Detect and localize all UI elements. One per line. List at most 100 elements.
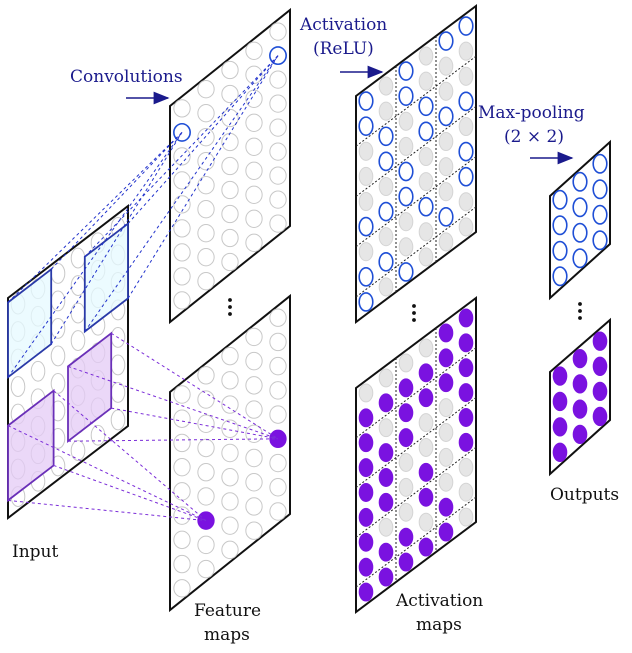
input-plane-neuron <box>50 263 66 284</box>
activation-map-top-neuron <box>378 251 394 272</box>
feature-map-top-neuron <box>221 108 239 128</box>
feature-map-bottom-neuron <box>173 530 191 550</box>
feature-maps-label-line1: Feature <box>194 601 261 621</box>
output-map-bottom-neuron <box>592 406 608 427</box>
feature-map-bottom-neuron <box>269 332 287 352</box>
activation-map-top-neuron <box>358 242 374 262</box>
connections-layer <box>7 55 279 522</box>
activation-maps-label-line1: Activation <box>395 591 483 611</box>
feature-map-top-neuron <box>269 166 287 185</box>
activation-map-bottom-neuron <box>398 453 414 472</box>
activation-map-top-neuron <box>358 91 374 111</box>
output-map-bottom-neuron <box>592 331 608 351</box>
activation-map-bottom-neuron <box>358 458 374 478</box>
output-map-bottom-frame <box>549 317 611 477</box>
activation-map-bottom-neuron <box>438 373 454 393</box>
activation-map-top-neuron <box>438 206 454 227</box>
feature-map-bottom-neuron <box>173 409 191 428</box>
output-map-bottom-neuron <box>552 442 568 462</box>
activation-map-bottom-neuron <box>398 353 414 373</box>
connection-line-blue <box>7 132 183 378</box>
feature-map-bottom-neuron <box>221 443 239 463</box>
activation-map-bottom-neuron <box>458 308 474 328</box>
activation-map-top-neuron <box>418 46 434 66</box>
feature-map-top-neuron <box>197 248 215 267</box>
feature-map-bottom-neuron <box>173 579 191 598</box>
feature-map-top-neuron <box>245 209 263 228</box>
activation-map-bottom-neuron <box>438 348 454 368</box>
activation-map-bottom-neuron <box>358 507 374 527</box>
activation-map-top-grid-h <box>355 55 477 147</box>
connection-line-blue <box>84 55 279 332</box>
input-plane-neuron <box>70 330 86 351</box>
feature-map-bottom-neuron <box>221 492 239 511</box>
activation-map-bottom-neuron <box>398 477 414 497</box>
feature-map-bottom-neuron <box>245 327 263 347</box>
input-plane-neuron <box>50 290 66 312</box>
activation-map-bottom-neuron <box>458 358 474 378</box>
activation-maps-ellipsis-icon-dot <box>412 318 416 322</box>
activation-map-bottom-neuron <box>358 408 374 428</box>
feature-map-top-neuron <box>173 243 191 262</box>
activation-map-bottom-neuron <box>378 492 394 512</box>
feature-map-top-neuron <box>269 22 287 41</box>
activation-map-top-neuron <box>438 131 454 152</box>
feature-map-bottom-neuron <box>221 395 239 414</box>
activation-map-top-neuron <box>458 166 474 187</box>
feature-map-bottom-neuron <box>269 478 287 497</box>
output-map-bottom-neuron <box>572 374 588 394</box>
feature-map-top-neuron <box>269 94 287 113</box>
connection-line-blue <box>7 132 183 303</box>
feature-map-bottom-neuron <box>173 433 191 453</box>
activation-map-top-neuron <box>398 186 414 207</box>
feature-map-top-neuron <box>245 65 263 84</box>
activation-map-top-neuron <box>458 66 474 86</box>
activation-map-bottom-neuron <box>418 438 434 457</box>
output-map-bottom-neuron <box>572 348 588 369</box>
maxpool-label-line1: Max-pooling <box>478 103 585 123</box>
activation-map-top-neuron <box>398 237 414 257</box>
outputs-ellipsis-icon-dot <box>578 316 582 320</box>
activation-map-bottom-neuron <box>438 447 454 467</box>
input-plane-neuron <box>110 354 126 376</box>
output-map-top-frame <box>549 139 611 301</box>
feature-map-bottom-neuron <box>245 376 263 395</box>
feature-map-top-neuron <box>221 180 239 200</box>
connection-line-purple <box>111 407 279 440</box>
activation-map-bottom-frame <box>355 296 477 614</box>
activation-map-top-neuron <box>398 86 414 107</box>
feature-map-bottom-neuron <box>221 419 239 438</box>
activation-map-bottom-neuron <box>418 512 434 532</box>
input-plane-neuron <box>70 440 86 461</box>
feature-maps-label-line2: maps <box>204 625 250 645</box>
output-map-top-neuron <box>572 248 588 269</box>
output-map-bottom-neuron <box>592 356 608 376</box>
activation-map-top-neuron <box>458 41 474 61</box>
connection-line-purple <box>67 365 279 440</box>
activation-map-top-neuron <box>418 247 434 267</box>
feature-map-top-neuron <box>197 104 215 123</box>
activation-map-top-neuron <box>438 182 454 202</box>
activation-map-bottom-neuron <box>378 468 394 487</box>
feature-map-top-neuron <box>269 190 287 209</box>
feature-map-bottom-neuron <box>197 438 215 458</box>
activation-map-top-neuron <box>418 196 434 217</box>
input-plane-neuron <box>70 302 86 324</box>
feature-map-top-neuron <box>245 41 263 60</box>
activation-map-bottom-neuron <box>458 457 474 477</box>
feature-map-top-neuron <box>173 147 191 166</box>
activation-map-bottom-neuron <box>418 363 434 383</box>
output-map-top-neuron <box>572 171 588 192</box>
feature-map-top-neuron <box>221 132 239 152</box>
output-map-bottom-neuron <box>552 417 568 437</box>
outputs-ellipsis-icon <box>578 302 582 320</box>
outputs-label: Outputs <box>550 485 619 505</box>
activation-map-bottom-grid-h <box>355 496 477 588</box>
feature-map-bottom-neuron <box>245 400 263 419</box>
feature-map-top-neuron <box>197 200 215 219</box>
activation-map-top-neuron <box>458 192 474 212</box>
activation-map-bottom-grid-h <box>355 347 477 439</box>
feature-map-top-neuron <box>269 70 287 89</box>
feature-map-bottom-neuron <box>197 487 215 506</box>
